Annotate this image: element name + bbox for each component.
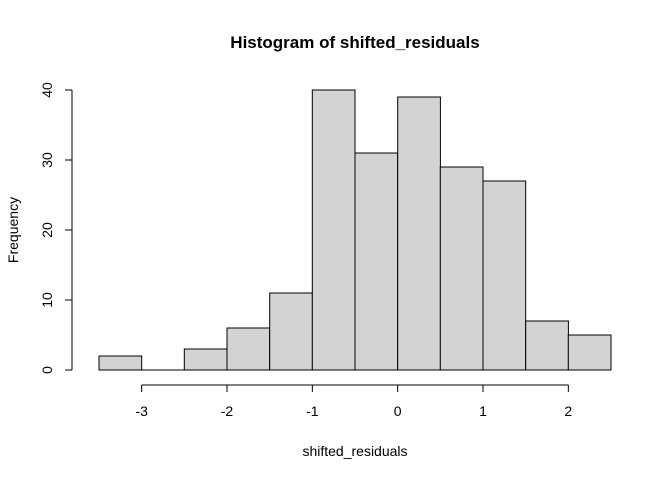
histogram-bar (482, 180, 527, 371)
y-axis-label: Frequency (5, 197, 21, 263)
histogram-bar (98, 355, 143, 371)
histogram-bar (567, 334, 612, 371)
x-tick-label: -2 (221, 403, 234, 419)
histogram-bar (439, 166, 484, 371)
y-tick-label: 30 (39, 152, 55, 168)
x-tick-label: 1 (479, 403, 487, 419)
y-axis: 0 10 20 30 40 (39, 82, 73, 374)
x-tick-label: 2 (564, 403, 572, 419)
histogram-bar (269, 292, 313, 371)
x-axis: -3 -2 -1 0 1 2 (135, 384, 572, 419)
y-tick-label: 10 (39, 292, 55, 308)
histogram-bar (183, 348, 228, 371)
histogram-bar (525, 320, 569, 371)
y-tick-label: 20 (39, 222, 55, 238)
x-tick-label: -3 (135, 403, 148, 419)
x-axis-label: shifted_residuals (302, 443, 407, 459)
histogram-bar (226, 327, 271, 371)
histogram-bar (354, 152, 399, 371)
y-tick-label: 40 (39, 82, 55, 98)
x-tick-label: 0 (394, 403, 402, 419)
chart-title: Histogram of shifted_residuals (230, 33, 479, 52)
histogram-bar (311, 89, 356, 371)
histogram-bar (397, 96, 441, 371)
x-tick-label: -1 (306, 403, 319, 419)
bars (98, 89, 612, 371)
y-tick-label: 0 (39, 366, 55, 374)
